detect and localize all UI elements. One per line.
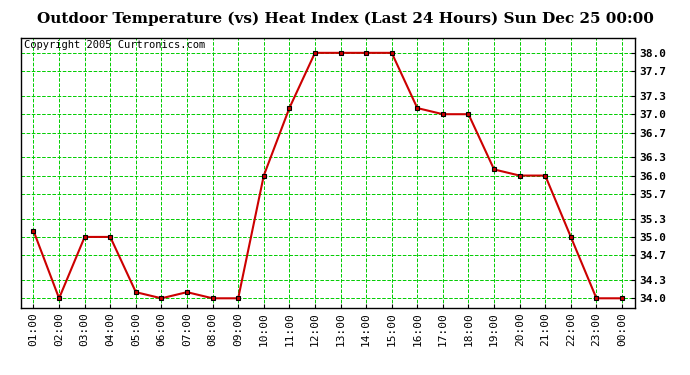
Text: Copyright 2005 Curtronics.com: Copyright 2005 Curtronics.com (23, 40, 205, 50)
Text: Outdoor Temperature (vs) Heat Index (Last 24 Hours) Sun Dec 25 00:00: Outdoor Temperature (vs) Heat Index (Las… (37, 11, 653, 26)
